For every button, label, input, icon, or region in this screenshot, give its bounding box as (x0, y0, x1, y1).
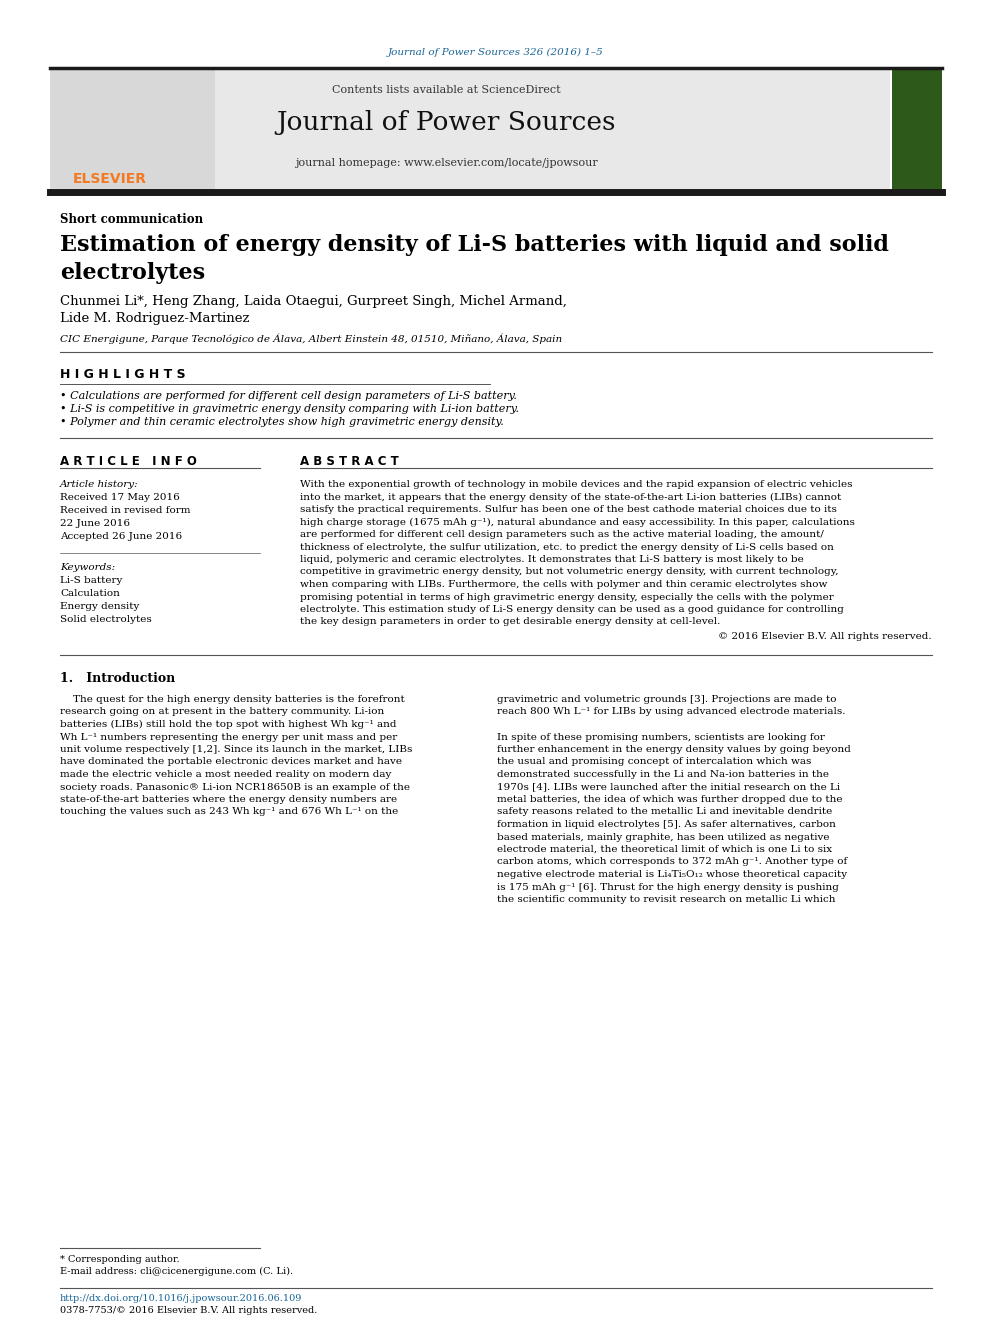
Text: the scientific community to revisit research on metallic Li which: the scientific community to revisit rese… (497, 894, 835, 904)
Text: ELSEVIER: ELSEVIER (73, 172, 147, 187)
Text: Short communication: Short communication (60, 213, 203, 226)
Text: further enhancement in the energy density values by going beyond: further enhancement in the energy densit… (497, 745, 851, 754)
Text: Contents lists available at ScienceDirect: Contents lists available at ScienceDirec… (331, 85, 560, 95)
Text: • Calculations are performed for different cell design parameters of Li-S batter: • Calculations are performed for differe… (60, 392, 517, 401)
Text: 1.   Introduction: 1. Introduction (60, 672, 176, 685)
Text: society roads. Panasonic® Li-ion NCR18650B is an example of the: society roads. Panasonic® Li-ion NCR1865… (60, 782, 410, 791)
Text: © 2016 Elsevier B.V. All rights reserved.: © 2016 Elsevier B.V. All rights reserved… (718, 632, 932, 642)
Text: 22 June 2016: 22 June 2016 (60, 519, 130, 528)
Text: have dominated the portable electronic devices market and have: have dominated the portable electronic d… (60, 758, 402, 766)
Text: A R T I C L E   I N F O: A R T I C L E I N F O (60, 455, 196, 468)
Text: CIC Energigune, Parque Tecnológico de Álava, Albert Einstein 48, 01510, Miñano, : CIC Energigune, Parque Tecnológico de Ál… (60, 333, 562, 344)
Text: batteries (LIBs) still hold the top spot with highest Wh kg⁻¹ and: batteries (LIBs) still hold the top spot… (60, 720, 397, 729)
Text: Li-S battery: Li-S battery (60, 576, 122, 585)
Text: negative electrode material is Li₄Ti₅O₁₂ whose theoretical capacity: negative electrode material is Li₄Ti₅O₁₂… (497, 871, 847, 878)
Text: carbon atoms, which corresponds to 372 mAh g⁻¹. Another type of: carbon atoms, which corresponds to 372 m… (497, 857, 847, 867)
Text: Journal of Power Sources: Journal of Power Sources (276, 110, 616, 135)
Text: Calculation: Calculation (60, 589, 120, 598)
Text: safety reasons related to the metallic Li and inevitable dendrite: safety reasons related to the metallic L… (497, 807, 832, 816)
Text: satisfy the practical requirements. Sulfur has been one of the best cathode mate: satisfy the practical requirements. Sulf… (300, 505, 837, 515)
Text: Accepted 26 June 2016: Accepted 26 June 2016 (60, 532, 183, 541)
Text: The quest for the high energy density batteries is the forefront: The quest for the high energy density ba… (60, 695, 405, 704)
Text: Solid electrolytes: Solid electrolytes (60, 615, 152, 624)
Text: electrolytes: electrolytes (60, 262, 205, 284)
Text: Chunmei Li*, Heng Zhang, Laida Otaegui, Gurpreet Singh, Michel Armand,: Chunmei Li*, Heng Zhang, Laida Otaegui, … (60, 295, 566, 308)
Text: is 175 mAh g⁻¹ [6]. Thrust for the high energy density is pushing: is 175 mAh g⁻¹ [6]. Thrust for the high … (497, 882, 839, 892)
Text: thickness of electrolyte, the sulfur utilization, etc. to predict the energy den: thickness of electrolyte, the sulfur uti… (300, 542, 834, 552)
Text: With the exponential growth of technology in mobile devices and the rapid expans: With the exponential growth of technolog… (300, 480, 852, 490)
Text: research going on at present in the battery community. Li-ion: research going on at present in the batt… (60, 708, 384, 717)
Text: demonstrated successfully in the Li and Na-ion batteries in the: demonstrated successfully in the Li and … (497, 770, 829, 779)
Text: metal batteries, the idea of which was further dropped due to the: metal batteries, the idea of which was f… (497, 795, 842, 804)
Text: Article history:: Article history: (60, 480, 139, 490)
Text: Journal of Power Sources 326 (2016) 1–5: Journal of Power Sources 326 (2016) 1–5 (388, 48, 604, 57)
Text: Wh L⁻¹ numbers representing the energy per unit mass and per: Wh L⁻¹ numbers representing the energy p… (60, 733, 397, 741)
Text: the usual and promising concept of intercalation which was: the usual and promising concept of inter… (497, 758, 811, 766)
Bar (892, 70, 942, 192)
Text: * Corresponding author.: * Corresponding author. (60, 1256, 180, 1263)
Text: • Polymer and thin ceramic electrolytes show high gravimetric energy density.: • Polymer and thin ceramic electrolytes … (60, 417, 504, 427)
Text: when comparing with LIBs. Furthermore, the cells with polymer and thin ceramic e: when comparing with LIBs. Furthermore, t… (300, 579, 827, 589)
Text: Received in revised form: Received in revised form (60, 505, 190, 515)
Text: competitive in gravimetric energy density, but not volumetric energy density, wi: competitive in gravimetric energy densit… (300, 568, 838, 577)
Text: A B S T R A C T: A B S T R A C T (300, 455, 399, 468)
Text: E-mail address: cli@cicenergigune.com (C. Li).: E-mail address: cli@cicenergigune.com (C… (60, 1267, 293, 1277)
Text: high charge storage (1675 mAh g⁻¹), natural abundance and easy accessibility. In: high charge storage (1675 mAh g⁻¹), natu… (300, 517, 855, 527)
Text: http://dx.doi.org/10.1016/j.jpowsour.2016.06.109: http://dx.doi.org/10.1016/j.jpowsour.201… (60, 1294, 303, 1303)
Bar (50, 70, 215, 192)
Text: Keywords:: Keywords: (60, 564, 115, 572)
Text: 0378-7753/© 2016 Elsevier B.V. All rights reserved.: 0378-7753/© 2016 Elsevier B.V. All right… (60, 1306, 317, 1315)
Text: Received 17 May 2016: Received 17 May 2016 (60, 493, 180, 501)
Text: electrolyte. This estimation study of Li-S energy density can be used as a good : electrolyte. This estimation study of Li… (300, 605, 844, 614)
Text: are performed for different cell design parameters such as the active material l: are performed for different cell design … (300, 531, 824, 538)
Text: Estimation of energy density of Li-S batteries with liquid and solid: Estimation of energy density of Li-S bat… (60, 234, 889, 255)
Text: promising potential in terms of high gravimetric energy density, especially the : promising potential in terms of high gra… (300, 593, 833, 602)
Text: • Li-S is competitive in gravimetric energy density comparing with Li-ion batter: • Li-S is competitive in gravimetric ene… (60, 404, 519, 414)
Text: journal homepage: www.elsevier.com/locate/jpowsour: journal homepage: www.elsevier.com/locat… (295, 157, 597, 168)
Text: gravimetric and volumetric grounds [3]. Projections are made to: gravimetric and volumetric grounds [3]. … (497, 695, 836, 704)
Text: state-of-the-art batteries where the energy density numbers are: state-of-the-art batteries where the ene… (60, 795, 397, 804)
Text: reach 800 Wh L⁻¹ for LIBs by using advanced electrode materials.: reach 800 Wh L⁻¹ for LIBs by using advan… (497, 708, 845, 717)
Text: the key design parameters in order to get desirable energy density at cell-level: the key design parameters in order to ge… (300, 618, 720, 627)
Text: touching the values such as 243 Wh kg⁻¹ and 676 Wh L⁻¹ on the: touching the values such as 243 Wh kg⁻¹ … (60, 807, 398, 816)
Text: electrode material, the theoretical limit of which is one Li to six: electrode material, the theoretical limi… (497, 845, 832, 855)
Text: Energy density: Energy density (60, 602, 139, 611)
Text: liquid, polymeric and ceramic electrolytes. It demonstrates that Li-S battery is: liquid, polymeric and ceramic electrolyt… (300, 556, 804, 564)
Text: into the market, it appears that the energy density of the state-of-the-art Li-i: into the market, it appears that the ene… (300, 492, 841, 501)
Bar (50, 70, 890, 192)
Text: In spite of these promising numbers, scientists are looking for: In spite of these promising numbers, sci… (497, 733, 825, 741)
Text: H I G H L I G H T S: H I G H L I G H T S (60, 368, 186, 381)
Text: unit volume respectively [1,2]. Since its launch in the market, LIBs: unit volume respectively [1,2]. Since it… (60, 745, 413, 754)
Text: formation in liquid electrolytes [5]. As safer alternatives, carbon: formation in liquid electrolytes [5]. As… (497, 820, 836, 830)
Text: 1970s [4]. LIBs were launched after the initial research on the Li: 1970s [4]. LIBs were launched after the … (497, 782, 840, 791)
Text: based materials, mainly graphite, has been utilized as negative: based materials, mainly graphite, has be… (497, 832, 829, 841)
Text: made the electric vehicle a most needed reality on modern day: made the electric vehicle a most needed … (60, 770, 392, 779)
Text: Lide M. Rodriguez-Martinez: Lide M. Rodriguez-Martinez (60, 312, 250, 325)
